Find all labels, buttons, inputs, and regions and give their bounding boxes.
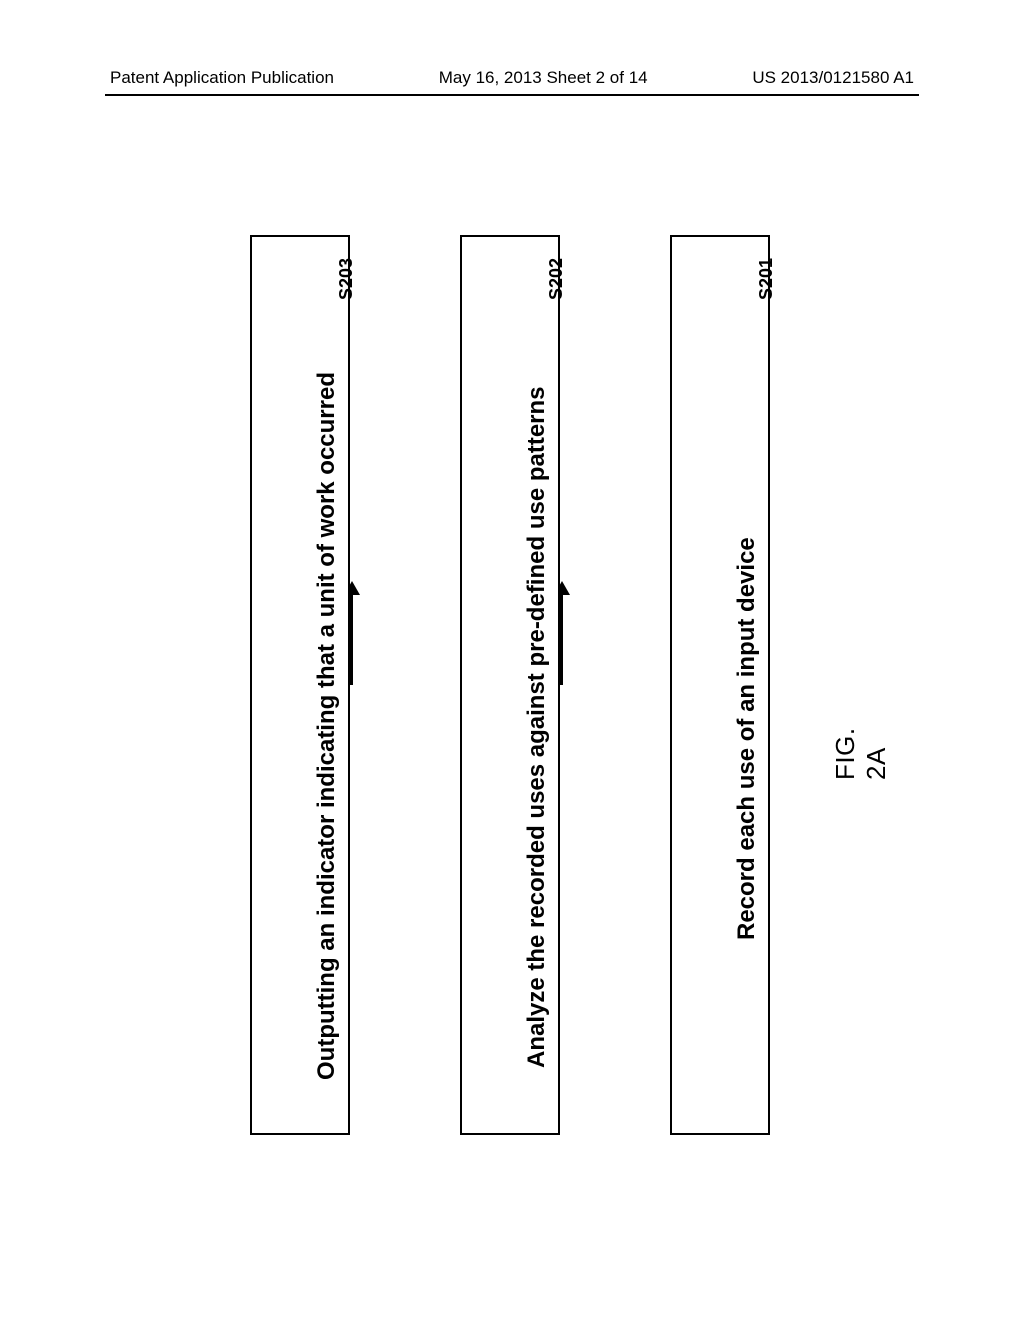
header-right: US 2013/0121580 A1 — [752, 68, 914, 88]
flow-step-text: Outputting an indicator indicating that … — [313, 372, 341, 1080]
flow-step-text: Analyze the recorded uses against pre-de… — [523, 386, 551, 1068]
header-rule — [105, 94, 919, 96]
header-left: Patent Application Publication — [110, 68, 334, 88]
flow-step-id: S201 — [756, 258, 777, 300]
header-center: May 16, 2013 Sheet 2 of 14 — [439, 68, 648, 88]
flow-step-id: S203 — [336, 258, 357, 300]
flow-arrow — [350, 685, 442, 688]
flowchart: FIG. 2A Record each use of an input devi… — [150, 200, 870, 1200]
page-header: Patent Application Publication May 16, 2… — [0, 68, 1024, 88]
flow-arrow — [560, 685, 652, 688]
flow-step-text: Record each use of an input device — [733, 537, 761, 940]
flow-step-id: S202 — [546, 258, 567, 300]
figure-label: FIG. 2A — [830, 727, 892, 780]
